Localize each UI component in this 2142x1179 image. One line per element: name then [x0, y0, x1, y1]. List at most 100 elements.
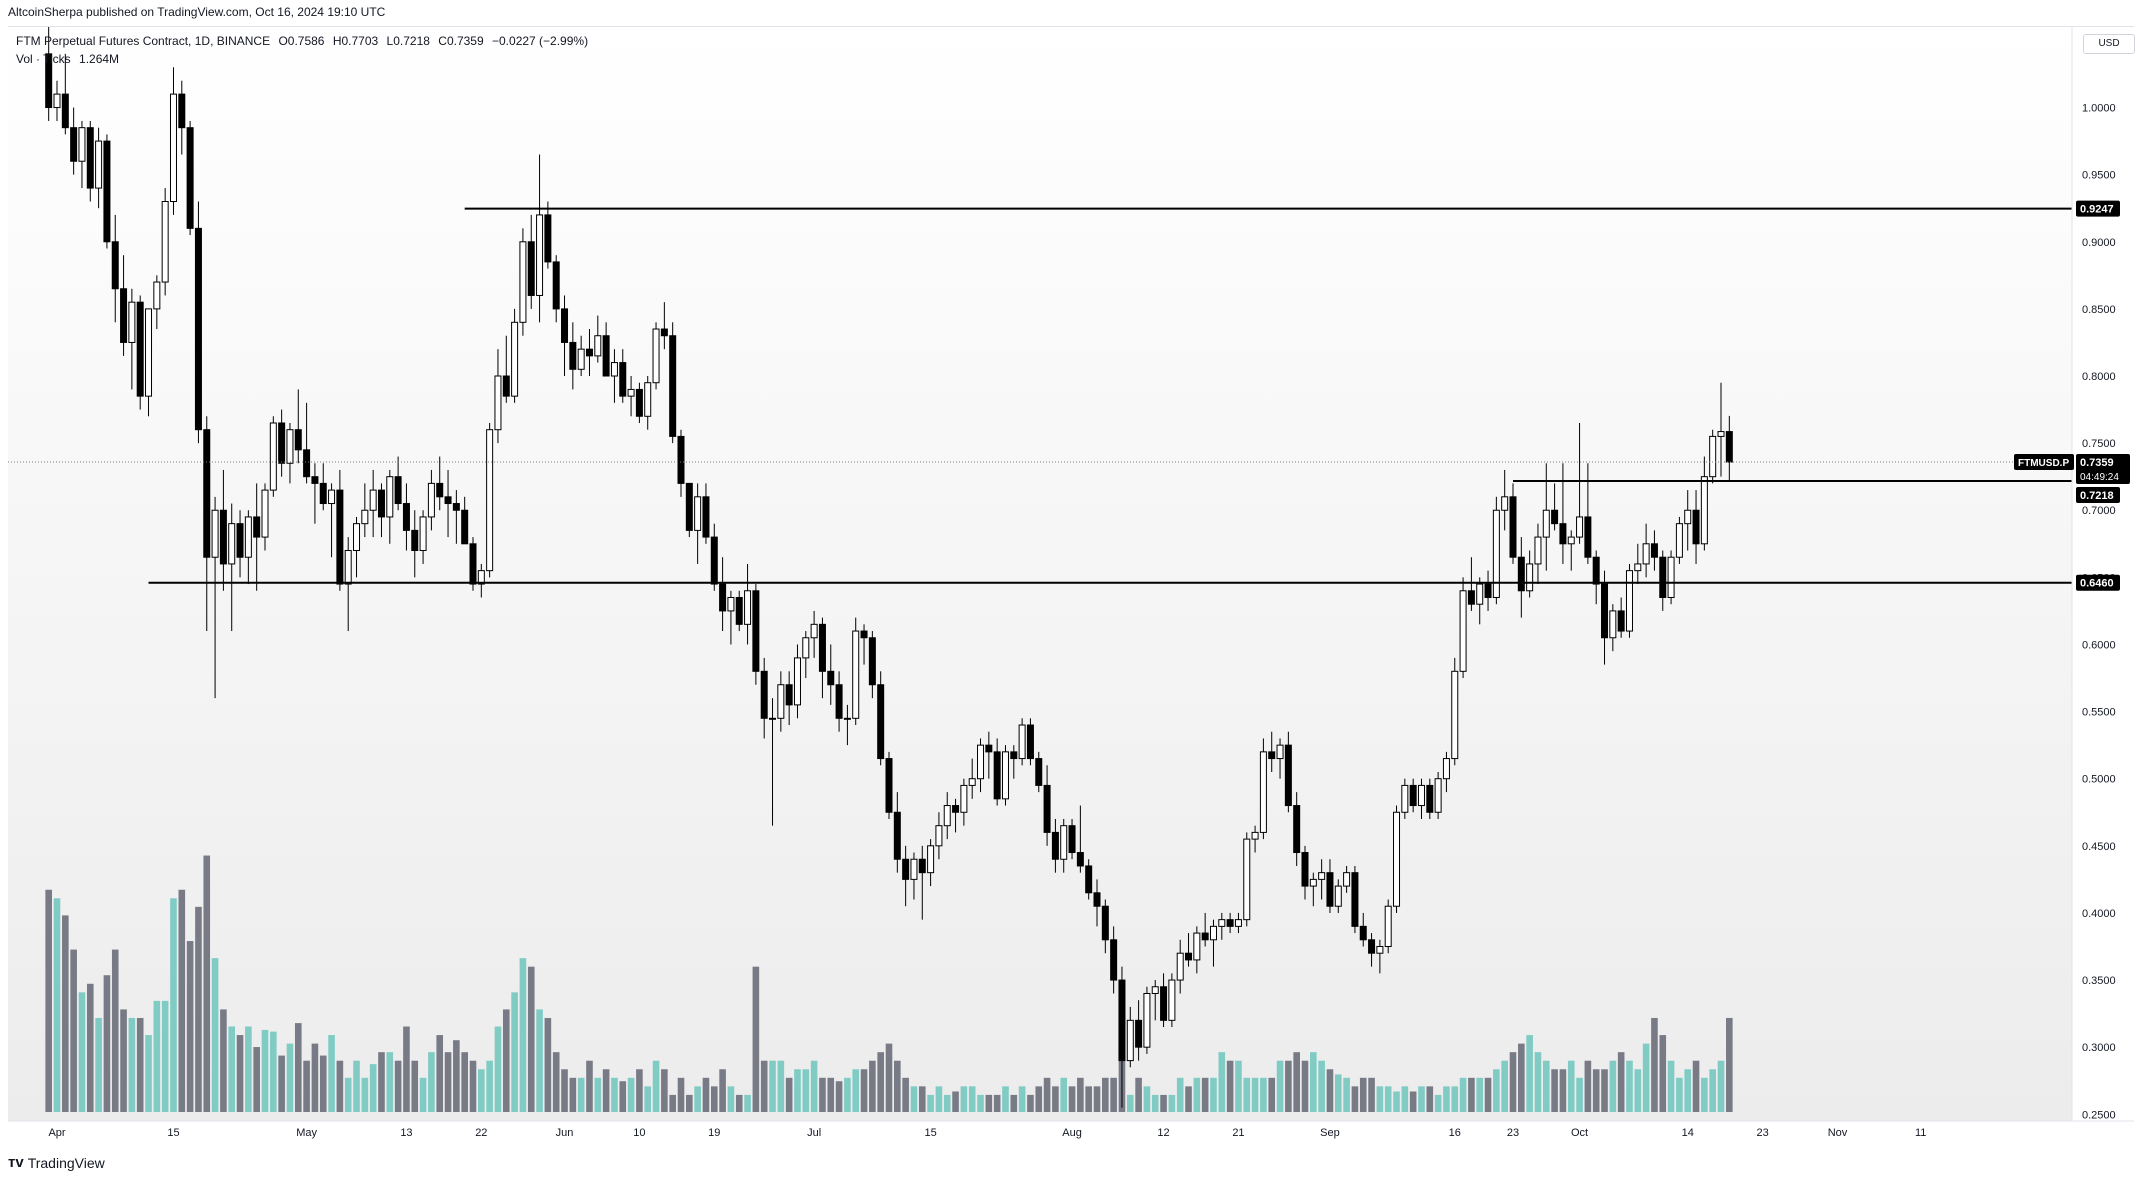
- volume-bar: [369, 1064, 377, 1112]
- candle-body: [835, 684, 843, 719]
- volume-bar: [869, 1060, 876, 1112]
- volume-bar: [1676, 1077, 1683, 1112]
- price-tag-bg: [2076, 486, 2120, 503]
- volume-bar: [86, 983, 94, 1112]
- volume-bar: [735, 1094, 743, 1112]
- volume-bar: [394, 1060, 402, 1112]
- volume-bar: [1276, 1060, 1284, 1112]
- volume-bar: [1210, 1077, 1217, 1112]
- volume-bar: [1651, 1017, 1658, 1112]
- candle-body: [186, 127, 194, 229]
- symbol-legend-row[interactable]: FTM Perpetual Futures Contract, 1D, BINA…: [16, 32, 593, 50]
- time-tick-label: 13: [400, 1127, 412, 1139]
- volume-bar: [1559, 1069, 1567, 1112]
- time-tick-label: 14: [1682, 1127, 1694, 1139]
- candle-body: [261, 489, 269, 538]
- volume-bar: [627, 1077, 635, 1112]
- candle-body: [1684, 509, 1692, 525]
- price-tick-label: 1.0000: [2082, 103, 2116, 115]
- candle-body: [1093, 892, 1101, 907]
- time-tick-label: 11: [1915, 1127, 1926, 1139]
- time-axis[interactable]: Apr 15 May 13 22 Jun 10 19 Jul 15 Aug 12 21 Sep 16 23 Oc…: [48, 1127, 1926, 1139]
- candle-body: [402, 503, 410, 531]
- volume-bar: [178, 889, 186, 1112]
- candle-body: [45, 53, 53, 109]
- volume-bar: [1135, 1077, 1142, 1112]
- volume-bar: [1110, 1077, 1117, 1112]
- ohlc-open: O0.7586: [278, 34, 325, 48]
- tradingview-branding[interactable]: ᴛᴠ TradingView: [8, 1154, 105, 1171]
- volume-bar: [877, 1052, 884, 1112]
- candle-body: [1035, 758, 1043, 786]
- volume-bar: [1509, 1052, 1517, 1112]
- volume-bar: [1002, 1086, 1009, 1112]
- volume-bar: [985, 1094, 993, 1112]
- volume-bar: [1043, 1077, 1051, 1112]
- candle-body: [1126, 1019, 1134, 1062]
- volume-bar: [860, 1069, 868, 1112]
- volume-bar: [1093, 1086, 1101, 1112]
- time-tick-label: 23: [1507, 1127, 1519, 1139]
- candle-body: [1218, 919, 1226, 927]
- candle-body: [328, 489, 336, 505]
- volume-bar: [1251, 1077, 1259, 1112]
- volume-bar: [1268, 1077, 1276, 1112]
- volume-bar: [153, 1000, 161, 1112]
- volume-bar: [444, 1052, 452, 1112]
- volume-bar: [203, 855, 211, 1112]
- volume-bar: [1551, 1069, 1558, 1112]
- symbol-title[interactable]: FTM Perpetual Futures Contract, 1D, BINA…: [16, 34, 271, 48]
- volume-bar: [1318, 1060, 1325, 1112]
- candle-body: [585, 348, 593, 357]
- candle-body: [1601, 583, 1609, 639]
- candle-body: [1650, 543, 1658, 558]
- volume-bar: [1609, 1060, 1617, 1112]
- candle-body: [1625, 570, 1633, 632]
- volume-bar: [1085, 1086, 1092, 1112]
- price-tick-label: 0.4500: [2082, 841, 2116, 853]
- currency-button[interactable]: USD: [2083, 34, 2135, 54]
- symbol-tag-text: FTMUSD.P: [2018, 458, 2069, 469]
- time-tick-label: 15: [924, 1127, 936, 1139]
- top-divider: [8, 26, 2134, 27]
- candle-body: [286, 429, 294, 464]
- candle-body: [1384, 905, 1392, 947]
- candle-body: [1026, 724, 1034, 760]
- volume-bar: [1384, 1086, 1392, 1112]
- candle-body: [1118, 979, 1126, 1062]
- volume-bar: [1409, 1091, 1417, 1112]
- candle-body: [1018, 724, 1026, 760]
- volume-bar: [1667, 1060, 1675, 1112]
- candle-body: [461, 509, 469, 545]
- volume-bar: [1052, 1086, 1059, 1112]
- volume-bar: [1584, 1060, 1592, 1112]
- candle-body: [70, 127, 78, 162]
- candle-body: [569, 341, 577, 370]
- candle-body: [128, 301, 136, 343]
- candle-body: [793, 657, 801, 706]
- candle-body: [960, 784, 968, 813]
- volume-legend-row[interactable]: Vol · Ticks 1.264M: [16, 50, 593, 68]
- horizontal-levels[interactable]: [8, 207, 2072, 584]
- candle-body: [1201, 932, 1209, 941]
- candle-body: [868, 637, 876, 686]
- volume-bar: [802, 1069, 810, 1112]
- volume-bar: [1642, 1043, 1650, 1112]
- candle-body: [1293, 805, 1301, 854]
- candle-body: [1234, 919, 1242, 927]
- volume-bar: [453, 1040, 460, 1112]
- volume-label[interactable]: Vol · Ticks: [16, 52, 71, 66]
- candle-body: [145, 308, 153, 397]
- candle-body: [511, 321, 519, 397]
- price-tick-label: 0.6000: [2082, 639, 2116, 651]
- price-tag-text: 0.6460: [2080, 578, 2114, 590]
- volume-bar: [935, 1086, 943, 1112]
- price-axis[interactable]: 1.0000 0.9500 0.9000 0.8500 0.8000 0.7500 0.70…: [2082, 103, 2116, 1122]
- volume-value: 1.264M: [79, 52, 120, 66]
- ohlc-change: −0.0227 (−2.99%): [492, 34, 589, 48]
- volume-bar: [1143, 1086, 1151, 1112]
- candle-body: [877, 684, 885, 760]
- volume-bar: [1060, 1077, 1068, 1112]
- candle-body: [444, 496, 452, 505]
